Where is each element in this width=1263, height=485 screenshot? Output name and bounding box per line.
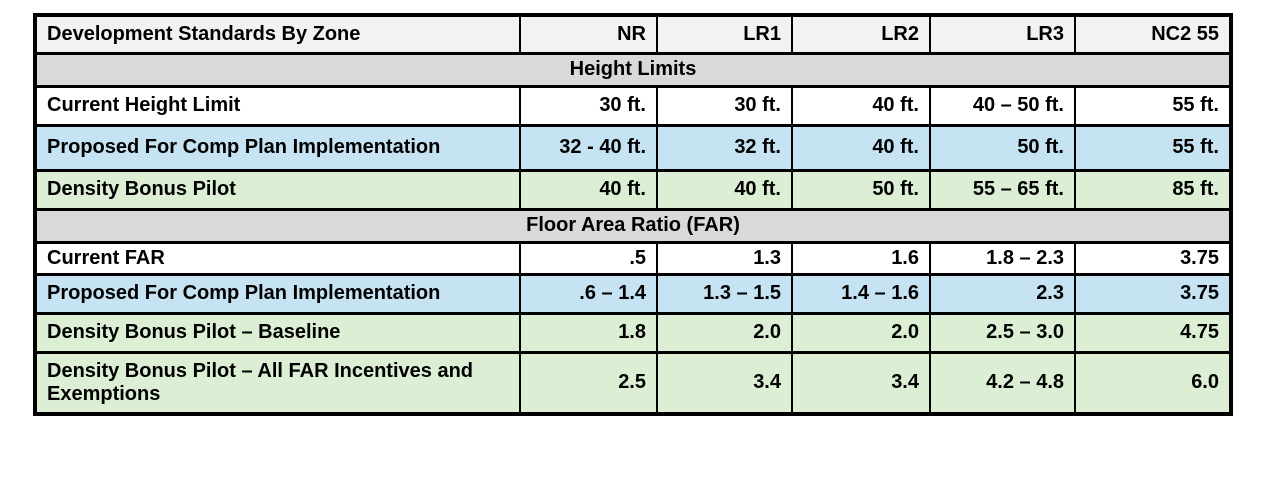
cell-value: 1.3 – 1.5 — [656, 272, 793, 315]
cell-value: 40 ft. — [791, 84, 931, 127]
row-label: Density Bonus Pilot – Baseline — [34, 311, 521, 354]
table-row: Density Bonus Pilot – All FAR Incentives… — [34, 350, 1232, 416]
cell-value: 2.0 — [656, 311, 793, 354]
cell-value: 55 ft. — [1074, 84, 1232, 127]
row-label: Proposed For Comp Plan Implementation — [34, 272, 521, 315]
column-header-nc255: NC2 55 — [1074, 13, 1232, 55]
cell-value: 1.4 – 1.6 — [791, 272, 931, 315]
cell-value: .6 – 1.4 — [519, 272, 658, 315]
column-header-lr3: LR3 — [929, 13, 1076, 55]
column-header-lr1: LR1 — [656, 13, 793, 55]
row-label: Proposed For Comp Plan Implementation — [34, 123, 521, 172]
column-header-nr: NR — [519, 13, 658, 55]
cell-value: 1.6 — [791, 240, 931, 276]
row-label: Current Height Limit — [34, 84, 521, 127]
cell-value: 40 ft. — [656, 168, 793, 211]
row-label: Density Bonus Pilot – All FAR Incentives… — [34, 350, 521, 416]
column-header-lr2: LR2 — [791, 13, 931, 55]
section-row-height-limits: Height Limits — [34, 51, 1232, 88]
row-label: Density Bonus Pilot — [34, 168, 521, 211]
table-row: Proposed For Comp Plan Implementation .6… — [34, 272, 1232, 315]
cell-value: 50 ft. — [791, 168, 931, 211]
cell-value: 32 ft. — [656, 123, 793, 172]
row-label: Current FAR — [34, 240, 521, 276]
cell-value: 55 ft. — [1074, 123, 1232, 172]
table-title: Development Standards By Zone — [34, 13, 521, 55]
cell-value: 40 ft. — [791, 123, 931, 172]
cell-value: 2.5 — [519, 350, 658, 416]
cell-value: 4.75 — [1074, 311, 1232, 354]
section-heading: Floor Area Ratio (FAR) — [34, 207, 1232, 244]
cell-value: 50 ft. — [929, 123, 1076, 172]
section-row-far: Floor Area Ratio (FAR) — [34, 207, 1232, 244]
table-row: Current Height Limit 30 ft. 30 ft. 40 ft… — [34, 84, 1232, 127]
cell-value: 30 ft. — [519, 84, 658, 127]
table-row: Proposed For Comp Plan Implementation 32… — [34, 123, 1232, 172]
cell-value: 40 – 50 ft. — [929, 84, 1076, 127]
development-standards-table: Development Standards By Zone NR LR1 LR2… — [33, 13, 1233, 416]
cell-value: 1.8 — [519, 311, 658, 354]
cell-value: .5 — [519, 240, 658, 276]
cell-value: 3.4 — [656, 350, 793, 416]
cell-value: 1.8 – 2.3 — [929, 240, 1076, 276]
cell-value: 85 ft. — [1074, 168, 1232, 211]
cell-value: 3.75 — [1074, 240, 1232, 276]
cell-value: 3.75 — [1074, 272, 1232, 315]
table-row: Current FAR .5 1.3 1.6 1.8 – 2.3 3.75 — [34, 240, 1232, 276]
cell-value: 1.3 — [656, 240, 793, 276]
cell-value: 2.5 – 3.0 — [929, 311, 1076, 354]
cell-value: 32 - 40 ft. — [519, 123, 658, 172]
cell-value: 4.2 – 4.8 — [929, 350, 1076, 416]
table-row: Density Bonus Pilot – Baseline 1.8 2.0 2… — [34, 311, 1232, 354]
cell-value: 30 ft. — [656, 84, 793, 127]
cell-value: 3.4 — [791, 350, 931, 416]
cell-value: 2.0 — [791, 311, 931, 354]
cell-value: 6.0 — [1074, 350, 1232, 416]
cell-value: 40 ft. — [519, 168, 658, 211]
table-row: Density Bonus Pilot 40 ft. 40 ft. 50 ft.… — [34, 168, 1232, 211]
cell-value: 55 – 65 ft. — [929, 168, 1076, 211]
cell-value: 2.3 — [929, 272, 1076, 315]
section-heading: Height Limits — [34, 51, 1232, 88]
table-header-row: Development Standards By Zone NR LR1 LR2… — [34, 13, 1232, 55]
